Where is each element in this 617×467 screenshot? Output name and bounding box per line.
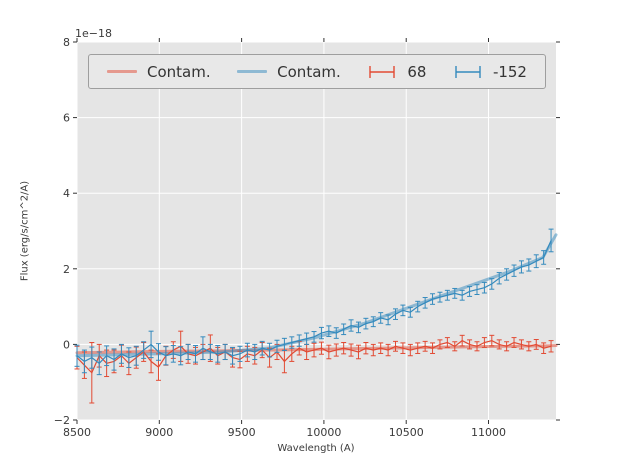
x-tick-labels: 8500 9000 9500 10000 10500 11000 [63, 426, 506, 439]
legend-errorbar-swatch [455, 65, 481, 78]
svg-text:6: 6 [63, 112, 70, 125]
legend-line-swatch [237, 70, 268, 73]
svg-text:9000: 9000 [145, 426, 173, 439]
plot-area [77, 42, 556, 420]
series-1-contam [75, 233, 558, 358]
svg-text:−2: −2 [54, 414, 70, 427]
svg-text:10500: 10500 [389, 426, 424, 439]
legend-entry-contam: Contam. [237, 63, 341, 81]
svg-text:10000: 10000 [306, 426, 341, 439]
svg-text:8: 8 [63, 36, 70, 49]
svg-text:11000: 11000 [471, 426, 506, 439]
legend-label: Contam. [147, 62, 211, 81]
svg-text:2: 2 [63, 263, 70, 276]
legend-entry-152: -152 [453, 63, 527, 81]
y-axis-offset-label: 1e−18 [75, 27, 112, 40]
y-axis-label: Flux (erg/s/cm^2/A) [19, 180, 31, 282]
svg-text:4: 4 [63, 187, 70, 200]
legend-entry-contam: Contam. [107, 63, 211, 81]
series-3-152 [74, 228, 554, 376]
gridlines [76, 41, 556, 421]
legend-entry-68: 68 [367, 63, 426, 81]
y-tick-labels: −2 0 2 4 6 8 [54, 36, 70, 427]
svg-text:9500: 9500 [228, 426, 256, 439]
x-axis-label: Wavelength (A) [277, 443, 355, 454]
legend-label: -152 [492, 62, 527, 81]
legend-errorbar-swatch [369, 65, 396, 78]
legend-label: 68 [407, 62, 427, 81]
svg-text:0: 0 [63, 338, 70, 351]
legend-label: Contam. [277, 62, 341, 81]
legend: Contam. Contam. 68 -152 [88, 54, 546, 89]
legend-line-swatch [107, 70, 137, 73]
svg-text:8500: 8500 [63, 426, 91, 439]
